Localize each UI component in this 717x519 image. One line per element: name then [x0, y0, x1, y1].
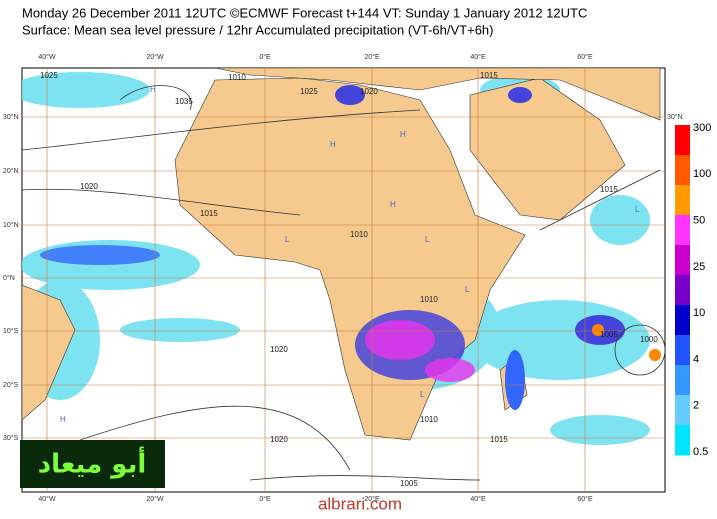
footer: albrari.com	[318, 494, 402, 513]
isobar-label: 1010	[420, 415, 438, 424]
lat-label: 30°N	[667, 113, 683, 121]
colorbar-swatch	[675, 425, 690, 456]
isobar-label: 1005	[400, 479, 418, 488]
map: 1025 1035 1020 1015 1010 1010 1015 1020 …	[3, 53, 683, 503]
isobar-label: 1020	[80, 182, 98, 191]
isobar-label: 1015	[600, 185, 618, 194]
high-mark: H	[60, 415, 66, 424]
colorbar-swatch	[675, 365, 690, 396]
watermark-box	[20, 440, 165, 488]
colorbar-swatch	[675, 215, 690, 246]
lat-label: 30°S	[3, 434, 19, 442]
lon-label: 0°E	[259, 53, 271, 61]
isobar-label: 1010	[350, 230, 368, 239]
pressure-centers: H H H H L L L L H L	[60, 85, 640, 424]
arabia	[469, 77, 626, 221]
colorbar-label: 4	[693, 353, 699, 365]
colorbar-swatch	[675, 275, 690, 306]
isobar-label: 1025	[40, 71, 58, 80]
high-mark: H	[150, 85, 156, 94]
colorbar-swatch	[675, 245, 690, 276]
colorbar-label: 50	[693, 214, 705, 226]
lon-label: 40°W	[38, 495, 56, 503]
low-mark: L	[420, 390, 425, 399]
lon-label: 40°E	[470, 53, 486, 61]
subtitle-line: Surface: Mean sea level pressure / 12hr …	[22, 22, 494, 37]
axis-labels: 40°W 20°W 0°E 20°E 40°E 60°E 40°W 20°W 0…	[3, 53, 683, 503]
title-line: Monday 26 December 2011 12UTC ©ECMWF For…	[22, 5, 587, 20]
isobars	[22, 85, 665, 481]
lon-label: 40°W	[38, 53, 56, 61]
lon-label: 0°E	[259, 495, 271, 503]
isobar-label: 1015	[490, 435, 508, 444]
precip-heavy	[40, 85, 661, 410]
colorbar-swatch	[675, 185, 690, 216]
lat-label: 10°S	[3, 327, 19, 335]
colorbar-label: 0.5	[693, 446, 708, 458]
isobar-label: 1015	[200, 209, 218, 218]
isobar-label: 1015	[480, 71, 498, 80]
isobar-label: 1020	[270, 435, 288, 444]
lat-label: 10°N	[3, 221, 19, 229]
low-mark: L	[285, 235, 290, 244]
south-america	[22, 284, 76, 421]
low-mark: L	[425, 235, 430, 244]
low-mark: L	[465, 285, 470, 294]
isobar-label: 1010	[228, 73, 246, 82]
colorbar-swatch	[675, 155, 690, 186]
isobar-label: 1025	[300, 87, 318, 96]
lat-label: 20°N	[3, 167, 19, 175]
colorbar-swatch	[675, 125, 690, 156]
high-mark: H	[400, 130, 406, 139]
lat-label: 20°S	[3, 381, 19, 389]
graticule	[22, 68, 665, 492]
isobar-label: 1000	[640, 335, 658, 344]
colorbar-swatch	[675, 335, 690, 366]
high-mark: H	[330, 140, 336, 149]
isobar-labels: 1025 1035 1020 1015 1010 1010 1015 1020 …	[40, 71, 658, 488]
isobar-label: 1020	[270, 345, 288, 354]
colorbar: 300 100 50 25 10 4 2 0.5	[675, 122, 711, 458]
isobar-label: 1020	[360, 87, 378, 96]
lat-label: 30°N	[3, 113, 19, 121]
colorbar-label: 100	[693, 168, 711, 180]
colorbar-label: 300	[693, 122, 711, 134]
colorbar-label: 25	[693, 261, 705, 273]
lon-label: 60°E	[577, 53, 593, 61]
isobar-label: 1010	[420, 295, 438, 304]
lon-label: 20°E	[364, 495, 380, 503]
colorbar-swatch	[675, 395, 690, 426]
lon-label: 20°W	[146, 495, 164, 503]
lon-label: 60°E	[577, 495, 593, 503]
isobar-label: 1035	[175, 97, 193, 106]
colorbar-label: 10	[693, 307, 705, 319]
colorbar-swatch	[675, 305, 690, 336]
high-mark: H	[390, 200, 396, 209]
low-mark: L	[635, 205, 640, 214]
lon-label: 20°W	[146, 53, 164, 61]
europe-asia	[214, 68, 661, 121]
lon-label: 20°E	[364, 53, 380, 61]
lat-label: 0°N	[3, 274, 15, 282]
lon-label: 40°E	[470, 495, 486, 503]
watermark: أبو ميعاد	[38, 447, 147, 480]
colorbar-label: 2	[693, 400, 699, 412]
isobar-label: 1005	[600, 330, 618, 339]
